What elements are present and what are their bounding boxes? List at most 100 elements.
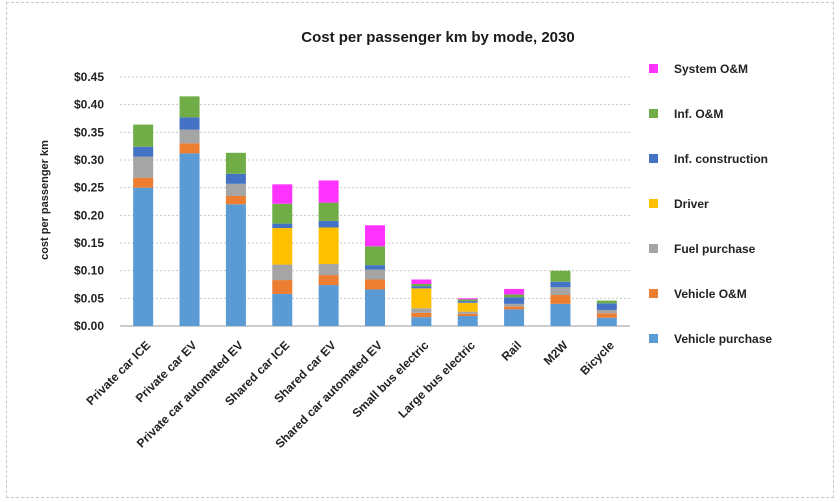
- bar-segment: [318, 202, 339, 221]
- bar-segment: [179, 143, 200, 154]
- bar-segment: [457, 298, 478, 300]
- y-tick-label: $0.05: [74, 291, 104, 305]
- bar-segment: [365, 269, 385, 280]
- bar-segment: [365, 279, 385, 290]
- bar-segment: [179, 117, 200, 130]
- bar-segment: [550, 270, 571, 282]
- category-label: Rail: [499, 338, 524, 363]
- bar-segment: [504, 306, 525, 310]
- bar-segment: [225, 195, 246, 205]
- bar-segment: [550, 303, 571, 326]
- legend-label: Inf. construction: [674, 152, 768, 166]
- bar-segment: [225, 173, 246, 184]
- bar-segment: [272, 264, 293, 281]
- bar-segment: [596, 300, 617, 304]
- category-label: M2W: [541, 338, 571, 368]
- legend-swatch: [649, 244, 658, 253]
- bar-segment: [225, 204, 246, 326]
- bar-segment: [504, 288, 525, 295]
- bar-segment: [411, 288, 432, 309]
- bar-segment: [318, 180, 339, 203]
- y-axis-label: cost per passenger km: [39, 140, 51, 260]
- legend-swatch: [649, 334, 658, 343]
- y-tick-label: $0.30: [74, 153, 104, 167]
- bar-segment: [365, 265, 385, 270]
- legend-swatch: [649, 289, 658, 298]
- y-tick-label: $0.40: [74, 98, 104, 112]
- bar-segment: [179, 153, 200, 326]
- bar-segment: [457, 299, 478, 302]
- bar-segment: [411, 283, 432, 287]
- legend-swatch: [649, 199, 658, 208]
- bar-segment: [411, 279, 432, 284]
- legend-label: Vehicle O&M: [674, 287, 747, 301]
- legend-swatch: [649, 109, 658, 118]
- legend-swatch: [649, 154, 658, 163]
- bar-segment: [225, 152, 246, 174]
- bar-segment: [225, 183, 246, 196]
- bar-segment: [133, 146, 154, 157]
- y-tick-label: $0.45: [74, 70, 104, 84]
- y-axis-ticks: $0.00 $0.05 $0.10 $0.15 $0.20 $0.25 $0.30 $0.35…: [74, 70, 104, 333]
- y-tick-label: $0.15: [74, 236, 104, 250]
- bar-segment: [457, 316, 478, 326]
- bar-segment: [504, 294, 525, 298]
- grid-lines: [120, 76, 630, 327]
- category-label: Large bus electric: [395, 338, 478, 421]
- bar-segment: [179, 129, 200, 144]
- bar-segment: [133, 156, 154, 178]
- bar-segment: [457, 311, 478, 314]
- bar-segment: [272, 228, 293, 265]
- bar-segment: [133, 124, 154, 147]
- y-tick-label: $0.35: [74, 125, 104, 139]
- bar-segment: [550, 287, 571, 296]
- bar-segment: [272, 293, 293, 326]
- bar-segment: [596, 309, 617, 314]
- bar-segment: [411, 308, 432, 313]
- bar-segment: [550, 295, 571, 304]
- bar-segment: [411, 317, 432, 326]
- bar-segment: [504, 297, 525, 304]
- chart-title: Cost per passenger km by mode, 2030: [301, 29, 574, 46]
- bar-segment: [365, 246, 385, 266]
- bar-segment: [272, 203, 293, 224]
- legend-swatch: [649, 64, 658, 73]
- bars: [133, 96, 617, 326]
- y-tick-label: $0.25: [74, 181, 104, 195]
- bar-segment: [457, 302, 478, 312]
- y-tick-label: $0.00: [74, 319, 104, 333]
- bar-segment: [411, 286, 432, 289]
- category-label: Bicycle: [577, 338, 617, 378]
- bar-segment: [318, 275, 339, 286]
- legend-label: Inf. O&M: [674, 107, 723, 121]
- bar-segment: [504, 303, 525, 307]
- legend-label: Vehicle purchase: [674, 332, 772, 346]
- bar-segment: [457, 301, 478, 303]
- bar-segment: [550, 281, 571, 288]
- legend-label: Driver: [674, 197, 709, 211]
- bar-segment: [133, 177, 154, 188]
- legend-label: Fuel purchase: [674, 242, 756, 256]
- bar-segment: [596, 303, 617, 310]
- bar-segment: [133, 187, 154, 326]
- y-tick-label: $0.10: [74, 264, 104, 278]
- bar-segment: [272, 280, 293, 294]
- bar-segment: [179, 96, 200, 118]
- bar-segment: [457, 313, 478, 317]
- bar-segment: [272, 184, 293, 204]
- bar-segment: [318, 220, 339, 228]
- bar-segment: [318, 264, 339, 276]
- bar-segment: [365, 289, 385, 326]
- bar-segment: [596, 317, 617, 326]
- bar-segment: [272, 223, 293, 229]
- bar-segment: [596, 313, 617, 318]
- bar-segment: [318, 227, 339, 265]
- bar-segment: [365, 225, 385, 247]
- bar-segment: [318, 285, 339, 326]
- bar-segment: [411, 312, 432, 318]
- bar-segment: [504, 309, 525, 326]
- y-tick-label: $0.20: [74, 208, 104, 222]
- legend: System O&M Inf. O&M Inf. construction Drive…: [649, 62, 772, 346]
- legend-label: System O&M: [674, 62, 748, 76]
